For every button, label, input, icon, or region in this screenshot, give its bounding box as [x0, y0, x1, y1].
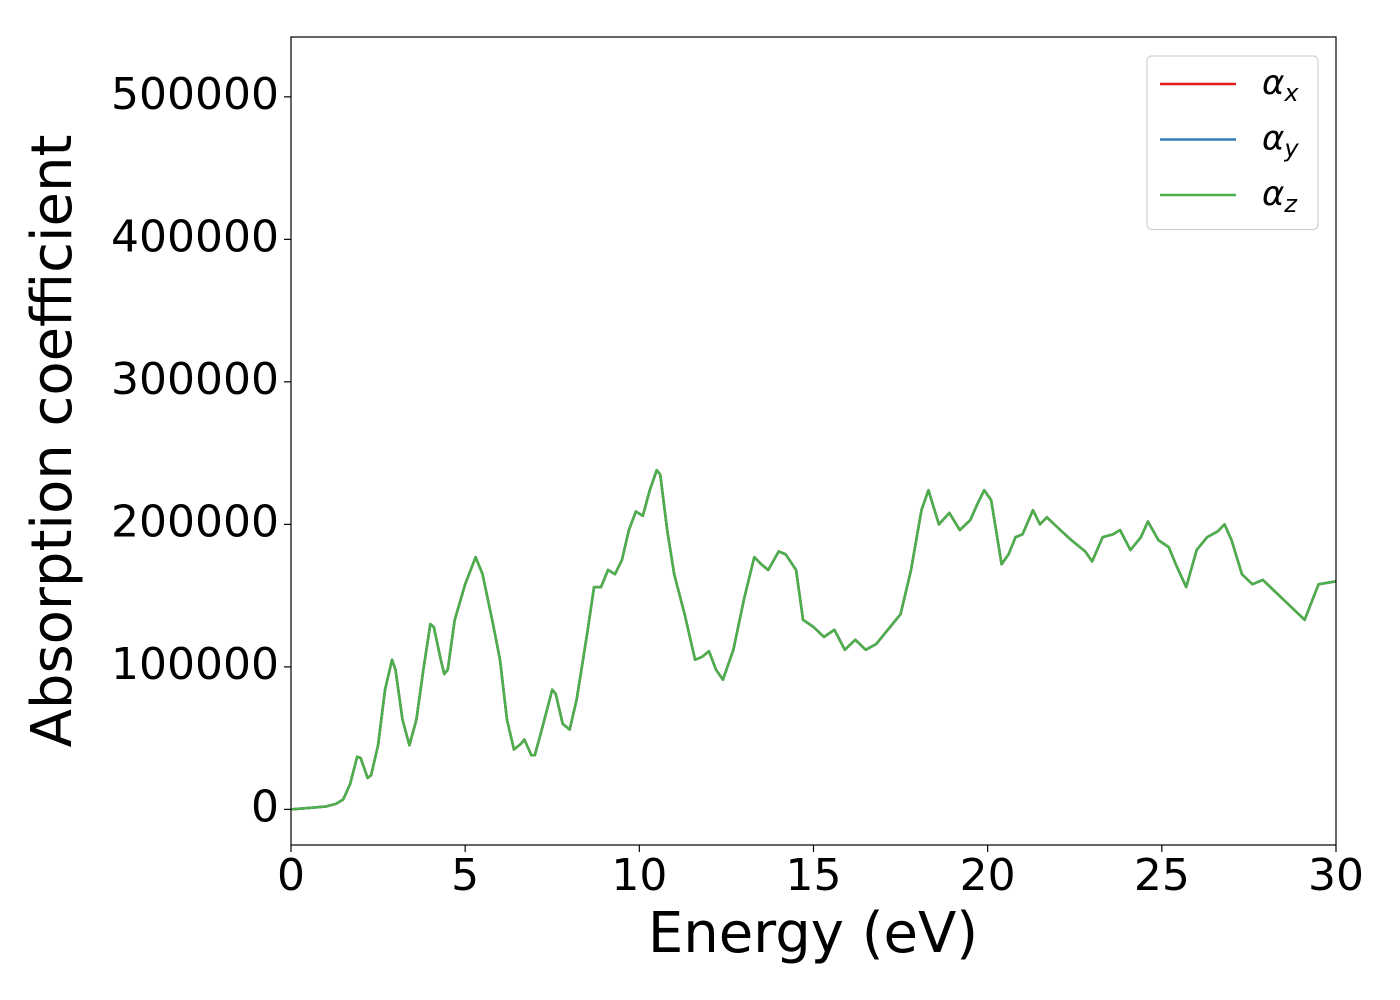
y-tick-label: 0: [251, 781, 279, 832]
legend-label: αz: [1262, 174, 1298, 219]
plot-frame: [290, 36, 1337, 846]
x-tick-label: 30: [1308, 850, 1364, 901]
x-tick-label: 10: [611, 850, 667, 901]
x-tick-label: 15: [786, 850, 842, 901]
x-tick-label: 5: [451, 850, 479, 901]
x-tick-label: 25: [1134, 850, 1190, 901]
y-tick-label: 200000: [111, 496, 279, 547]
y-axis-label: Absorption coefficient: [20, 135, 85, 748]
series-line: [291, 468, 1336, 811]
legend-box: [1146, 55, 1319, 231]
y-tick-label: 300000: [111, 354, 279, 405]
y-tick-label: 100000: [111, 639, 279, 690]
series-line: [291, 468, 1336, 811]
x-axis-label: Energy (eV): [648, 901, 978, 966]
x-tick-label: 20: [960, 850, 1016, 901]
x-tick-label: 0: [277, 850, 305, 901]
legend-label: αx: [1262, 63, 1299, 108]
y-tick-label: 500000: [111, 69, 279, 120]
y-tick-label: 400000: [111, 211, 279, 262]
legend-label: αy: [1262, 118, 1299, 163]
series-line: [291, 468, 1336, 811]
